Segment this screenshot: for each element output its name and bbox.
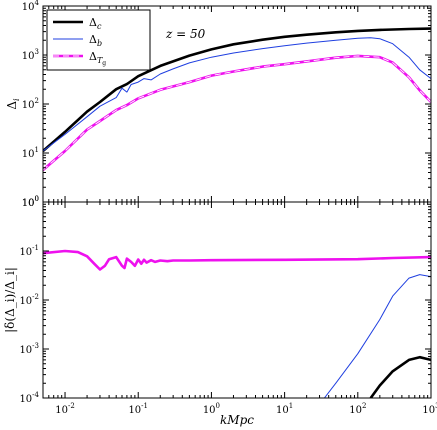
bottom-panel: 10-410-310-210-110010-210-1100101102103 … (19, 195, 437, 427)
bottom-ytick-label-2: 10-2 (19, 293, 39, 307)
bottom-ytick-label-exp-2: -2 (32, 293, 39, 301)
top-ytick-label-4: 104 (22, 0, 40, 13)
top-ytick-label-1: 101 (22, 146, 39, 160)
bottom-xtick-label-exp-5: 3 (435, 402, 437, 410)
bottom-series-group (43, 249, 431, 398)
bottom-series-1 (324, 274, 431, 398)
legend-label-1-base: Δ (89, 33, 97, 46)
legend-label-2-subsub: g (102, 60, 106, 67)
bottom-series-2 (43, 249, 431, 271)
legend-label-2: ΔTg (89, 50, 106, 67)
top-y-axis-label-base: Δ (5, 101, 19, 110)
bottom-ytick-label-exp-3: -1 (32, 244, 39, 252)
legend-label-0: Δc (89, 16, 102, 31)
legend-label-1: Δb (89, 33, 102, 48)
top-ytick-label-2: 102 (22, 97, 39, 111)
top-series-0 (43, 27, 431, 152)
bottom-y-axis-label: |δ(Δ_i)/Δ_i| (3, 267, 17, 333)
bottom-xtick-label-exp-0: -2 (68, 402, 75, 410)
top-ytick-label-exp-4: 4 (35, 0, 40, 7)
top-series-2-core (43, 55, 431, 171)
bottom-xtick-label-0: 10-2 (55, 402, 75, 416)
bottom-ytick-label-3: 10-1 (19, 244, 39, 258)
bottom-xtick-label-exp-1: -1 (141, 402, 148, 410)
top-ytick-label-exp-2: 2 (35, 97, 39, 105)
bottom-series-0 (369, 355, 431, 398)
legend-label-0-base: Δ (89, 16, 97, 29)
bottom-xtick-label-3: 101 (276, 402, 293, 416)
top-series-1 (43, 37, 431, 152)
bottom-ytick-label-1: 10-3 (19, 342, 39, 356)
bottom-xtick-label-4: 102 (349, 402, 366, 416)
bottom-xtick-label-2: 100 (203, 402, 220, 416)
top-annotation: z = 50 (165, 27, 206, 41)
top-ytick-label-exp-0: 0 (35, 195, 39, 203)
top-ytick-label-3: 103 (22, 48, 39, 62)
x-axis-label: kMpc (220, 413, 254, 427)
bottom-xtick-label-exp-2: 0 (216, 402, 220, 410)
top-series-group (43, 27, 431, 171)
bottom-xtick-label-exp-4: 2 (362, 402, 366, 410)
top-ytick-label-exp-3: 3 (35, 48, 39, 56)
bottom-ytick-label-exp-0: -4 (32, 391, 39, 399)
bottom-xtick-label-exp-3: 1 (289, 402, 293, 410)
legend-label-2-base: Δ (89, 50, 97, 63)
legend-box (46, 9, 151, 71)
bottom-ytick-label-exp-4: 0 (35, 195, 39, 203)
bottom-ytick-label-exp-1: -3 (32, 342, 39, 350)
legend-label-2-sub: T (97, 56, 103, 65)
top-series-2 (43, 54, 431, 171)
top-y-axis-label-sub: i (12, 98, 21, 101)
legend-label-0-sub: c (97, 22, 102, 31)
top-ytick-label-exp-1: 1 (35, 146, 39, 154)
legend-label-1-sub: b (97, 39, 102, 48)
bottom-xtick-label-5: 103 (422, 402, 437, 416)
bottom-xtick-label-1: 10-1 (128, 402, 148, 416)
bottom-ytick-label-0: 10-4 (19, 391, 39, 405)
bottom-plot-frame (42, 201, 432, 399)
top-y-axis-label: Δi (5, 98, 21, 110)
bottom-ytick-label-4: 100 (22, 195, 39, 209)
